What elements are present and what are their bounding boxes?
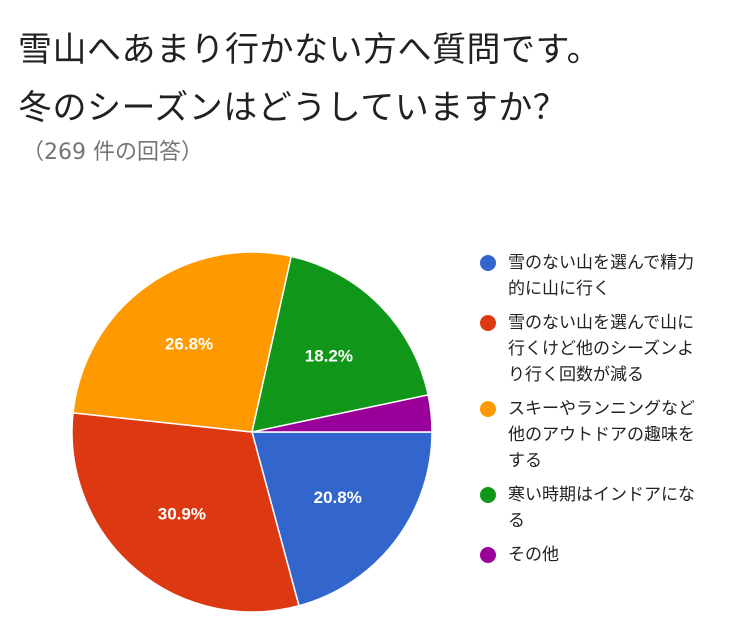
legend-label-1: 雪のない山を選んで精力的に山に行く — [508, 253, 695, 299]
legend-swatch-4 — [480, 487, 496, 503]
legend-item-4[interactable]: 寒い時期はインドアになる — [480, 482, 720, 534]
chart-legend: 雪のない山を選んで精力的に山に行く 雪のない山を選んで山に行くけど他のシーズンよ… — [480, 250, 720, 576]
legend-item-3[interactable]: スキーやランニングなど他のアウトドアの趣味をする — [480, 396, 720, 474]
legend-item-2[interactable]: 雪のない山を選んで山に行くけど他のシーズンより行く回数が減る — [480, 310, 720, 388]
legend-swatch-1 — [480, 255, 496, 271]
legend-swatch-2 — [480, 315, 496, 331]
legend-swatch-3 — [480, 401, 496, 417]
legend-swatch-5 — [480, 547, 496, 563]
pie-slice-5[interactable] — [251, 394, 433, 433]
chart-title-line-1: 雪山へあまり行かない方へ質問です。 — [18, 30, 602, 70]
slice-label-3: 26.8% — [165, 335, 213, 354]
pie-slice-3[interactable] — [72, 251, 293, 433]
legend-label-3: スキーやランニングなど他のアウトドアの趣味をする — [508, 399, 695, 471]
chart-title-line-2: 冬のシーズンはどうしていますか？ — [18, 88, 568, 128]
legend-item-5[interactable]: その他 — [480, 542, 720, 568]
pie-slice-2[interactable] — [71, 411, 300, 613]
pie-slice-1[interactable] — [251, 431, 433, 607]
slice-label-2: 30.9% — [158, 505, 206, 524]
legend-label-2: 雪のない山を選んで山に行くけど他のシーズンより行く回数が減る — [508, 313, 695, 385]
legend-item-1[interactable]: 雪のない山を選んで精力的に山に行く — [480, 250, 720, 302]
pie-slice-4[interactable] — [251, 255, 430, 433]
legend-label-5: その他 — [508, 545, 559, 565]
legend-label-4: 寒い時期はインドアになる — [508, 485, 695, 531]
slice-label-1: 20.8% — [314, 488, 362, 507]
response-count: （269 件の回答） — [22, 140, 203, 165]
pie-chart: 20.8% 30.9% 26.8% 18.2% — [71, 251, 433, 613]
slice-label-4: 18.2% — [305, 347, 353, 366]
